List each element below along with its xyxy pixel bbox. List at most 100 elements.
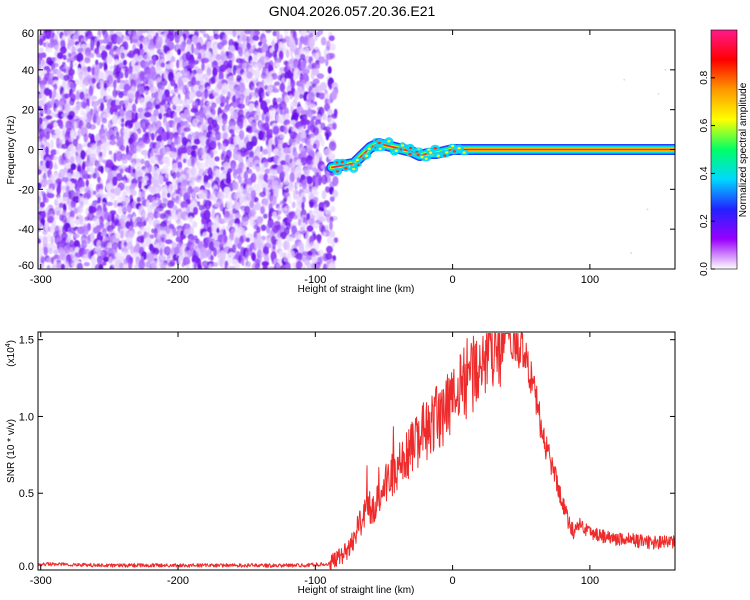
noise-blob <box>330 205 336 213</box>
noise-blob <box>325 252 333 260</box>
noise-blob <box>206 183 211 189</box>
noise-blob <box>255 105 261 113</box>
noise-blob <box>143 136 151 145</box>
noise-blob <box>42 36 47 41</box>
noise-blob <box>92 172 97 179</box>
noise-blob <box>325 186 330 193</box>
noise-blob <box>283 256 290 263</box>
snr-panel: -300 -200 -100 0 100 0.0 0.5 1.0 1.5 Height of … <box>5 331 676 596</box>
noise-blob <box>260 224 267 232</box>
noise-blob <box>328 35 335 42</box>
ridge-blob-core <box>335 170 340 173</box>
noise-blob <box>47 232 52 242</box>
noise-blob <box>241 216 249 226</box>
noise-blob <box>168 131 174 141</box>
noise-blob <box>213 247 218 257</box>
noise-blob <box>172 95 179 106</box>
noise-blob <box>331 90 338 100</box>
noise-blob <box>138 259 146 269</box>
noise-blob <box>180 69 187 75</box>
noise-blob <box>74 219 81 226</box>
noise-blob <box>224 124 229 135</box>
noise-blob <box>230 52 235 63</box>
noise-blob <box>113 187 121 196</box>
noise-blob <box>50 139 54 150</box>
noise-blob <box>202 251 208 259</box>
noise-blob <box>308 209 313 216</box>
noise-blob <box>210 150 214 159</box>
noise-blob <box>259 146 263 152</box>
noise-blob <box>81 254 90 262</box>
noise-blob <box>158 112 163 120</box>
ridge-blob-core <box>408 152 412 156</box>
noise-blob <box>274 136 279 147</box>
noise-blob <box>246 177 253 187</box>
noise-blob <box>314 33 318 42</box>
noise-blob <box>215 53 222 61</box>
noise-blob <box>53 164 58 170</box>
noise-blob <box>90 95 98 101</box>
noise-blob <box>293 243 298 249</box>
noise-blob <box>38 169 42 175</box>
noise-blob <box>173 88 180 94</box>
noise-blob <box>148 217 152 226</box>
noise-blob <box>76 52 84 63</box>
noise-blob <box>159 248 163 256</box>
noise-blob <box>246 71 253 80</box>
noise-blob <box>244 200 250 207</box>
noise-blob <box>144 89 149 96</box>
noise-blob <box>265 223 271 234</box>
noise-blob <box>52 155 58 161</box>
snr-multiplier: (x104) <box>5 340 17 367</box>
snr-multiplier-close: ) <box>6 340 17 343</box>
noise-blob <box>248 103 255 110</box>
ridge-blob-core <box>355 158 359 162</box>
colorbar-label: Normalized spectral amplitude <box>738 82 749 217</box>
noise-blob <box>295 260 303 269</box>
noise-blob <box>282 165 291 174</box>
noise-blob <box>136 146 142 153</box>
noise-blob <box>243 171 249 181</box>
noise-blob <box>283 126 288 135</box>
noise-blob <box>108 150 113 155</box>
noise-blob <box>311 254 318 264</box>
spectrogram-x-tick-label: -300 <box>30 274 52 286</box>
noise-blob <box>210 255 214 261</box>
noise-blob <box>191 158 195 168</box>
noise-blob <box>106 41 113 49</box>
noise-blob <box>329 52 336 59</box>
noise-blob <box>127 103 134 112</box>
spectrogram-x-tick-label: 100 <box>581 274 599 286</box>
noise-blob <box>199 113 204 125</box>
noise-blob <box>197 264 203 269</box>
noise-blob <box>71 256 79 263</box>
noise-blob <box>91 66 96 76</box>
snr-x-axis-label: Height of straight line (km) <box>298 585 415 596</box>
noise-blob <box>99 222 105 230</box>
noise-blob <box>228 214 234 222</box>
noise-blob <box>161 131 169 142</box>
noise-blob <box>280 171 286 178</box>
noise-blob <box>246 43 252 50</box>
noise-blob <box>284 113 290 121</box>
noise-blob <box>296 86 303 95</box>
ridge-blob-core <box>377 141 381 145</box>
noise-blob <box>212 262 219 267</box>
noise-blob <box>241 229 246 236</box>
noise-blob <box>252 51 258 62</box>
noise-blob <box>185 264 190 269</box>
noise-blob <box>87 234 91 245</box>
noise-blob <box>262 162 270 169</box>
noise-blob <box>254 69 261 79</box>
noise-blob <box>183 127 191 132</box>
noise-blob <box>188 216 194 224</box>
noise-blob <box>47 247 53 255</box>
noise-blob <box>71 262 78 268</box>
snr-y-tick-label: 0.0 <box>19 561 34 573</box>
noise-blob <box>43 102 51 110</box>
noise-blob <box>237 242 242 250</box>
noise-blob <box>134 53 139 62</box>
noise-blob <box>208 241 216 252</box>
noise-blob <box>38 243 42 250</box>
ridge-blob-core <box>445 151 449 154</box>
